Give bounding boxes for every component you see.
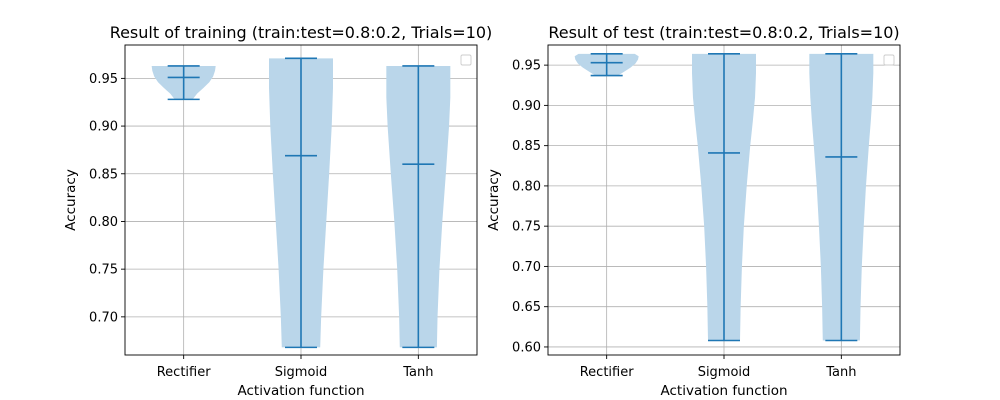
- y-tick-label: 0.65: [512, 300, 541, 315]
- x-tick-label: Rectifier: [157, 365, 211, 380]
- y-tick-label: 0.60: [512, 340, 541, 355]
- x-tick-label: Sigmoid: [698, 365, 751, 380]
- x-tick-label: Tanh: [402, 365, 433, 380]
- x-axis-label: Activation function: [237, 383, 364, 399]
- y-tick-label: 0.75: [512, 220, 541, 235]
- y-tick-label: 0.90: [512, 99, 541, 114]
- y-tick-label: 0.75: [89, 263, 118, 278]
- x-axis-label: Activation function: [660, 383, 787, 399]
- x-tick-label: Tanh: [825, 365, 856, 380]
- chart-title: Result of training (train:test=0.8:0.2, …: [110, 23, 493, 42]
- y-axis-label: Accuracy: [486, 169, 502, 231]
- x-tick-label: Rectifier: [580, 365, 634, 380]
- y-tick-label: 0.80: [89, 215, 118, 230]
- y-tick-label: 0.70: [512, 260, 541, 275]
- chart-title: Result of test (train:test=0.8:0.2, Tria…: [548, 23, 899, 42]
- test-chart-panel: 0.60 0.65 0.70 0.75 0.80 0.85 0.90 0.95 Rectifie…: [486, 23, 901, 399]
- y-tick-label: 0.85: [512, 139, 541, 154]
- y-tick-label: 0.95: [512, 59, 541, 74]
- y-tick-label: 0.95: [89, 72, 118, 87]
- y-tick-label: 0.80: [512, 179, 541, 194]
- legend-box: [460, 54, 472, 66]
- y-tick-label: 0.70: [89, 310, 118, 325]
- training-chart-panel: 0.70 0.75 0.80 0.85 0.90 0.95 Rectifier Sigmoid…: [63, 23, 492, 399]
- y-tick-label: 0.90: [89, 120, 118, 135]
- x-tick-label: Sigmoid: [275, 365, 328, 380]
- legend-box: [883, 54, 895, 66]
- y-tick-label: 0.85: [89, 167, 118, 182]
- y-axis-label: Accuracy: [63, 169, 79, 231]
